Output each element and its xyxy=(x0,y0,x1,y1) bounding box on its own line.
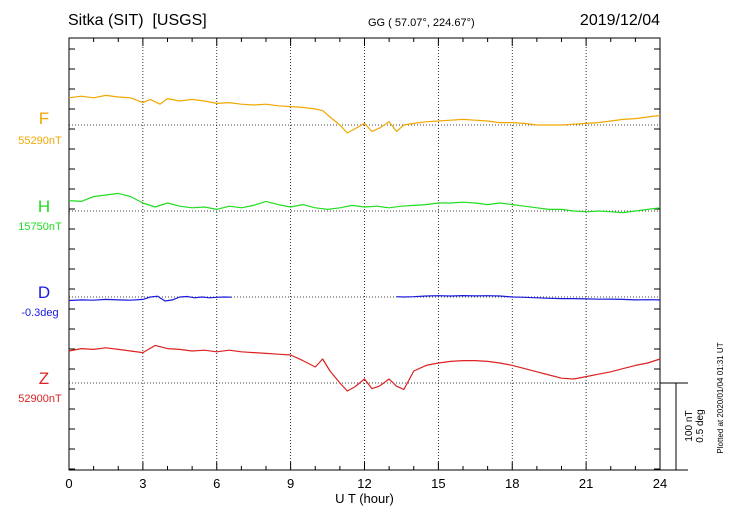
x-tick-label: 6 xyxy=(213,476,220,491)
x-tick-label: 3 xyxy=(139,476,146,491)
x-tick-label: 21 xyxy=(579,476,593,491)
plotted-timestamp: Plotted at 2020/01/04 01:31 UT xyxy=(716,342,725,453)
series-line-z xyxy=(68,344,661,392)
x-tick-label: 9 xyxy=(287,476,294,491)
series-name-h: H xyxy=(38,197,50,216)
x-axis-label: U T (hour) xyxy=(335,491,394,506)
series-baseline-z: 52900nT xyxy=(18,393,62,405)
station-name: Sitka (SIT) xyxy=(68,12,144,29)
series-line-d xyxy=(68,295,661,302)
station-title: Sitka (SIT) [USGS] xyxy=(68,12,207,30)
series-line-f xyxy=(68,94,661,134)
plot-frame xyxy=(68,37,688,471)
x-tick-label: 24 xyxy=(653,476,667,491)
x-tick-label: 12 xyxy=(357,476,371,491)
series-baseline-f: 55290nT xyxy=(18,135,62,147)
station-coordinates: GG ( 57.07°, 224.67°) xyxy=(368,17,475,29)
series-name-d: D xyxy=(38,283,50,302)
series-baseline-h: 15750nT xyxy=(18,221,62,233)
series-baseline-d: -0.3deg xyxy=(21,307,58,319)
series-lines xyxy=(68,94,661,392)
plot-date: 2019/12/04 xyxy=(579,12,660,29)
data-source: [USGS] xyxy=(152,12,207,29)
series-name-f: F xyxy=(39,109,49,128)
series-line-h xyxy=(68,192,661,214)
x-tick-label: 0 xyxy=(65,476,72,491)
labels: 0 3 6 9 12 15 18 21 24 U T (hour) F 55290nT H 15750nT… xyxy=(18,109,725,506)
scale-label-deg: 0.5 deg xyxy=(695,409,706,442)
series-name-z: Z xyxy=(39,369,49,388)
x-tick-label: 18 xyxy=(505,476,519,491)
x-tick-label: 15 xyxy=(431,476,445,491)
scale-label-nt: 100 nT xyxy=(684,410,695,441)
